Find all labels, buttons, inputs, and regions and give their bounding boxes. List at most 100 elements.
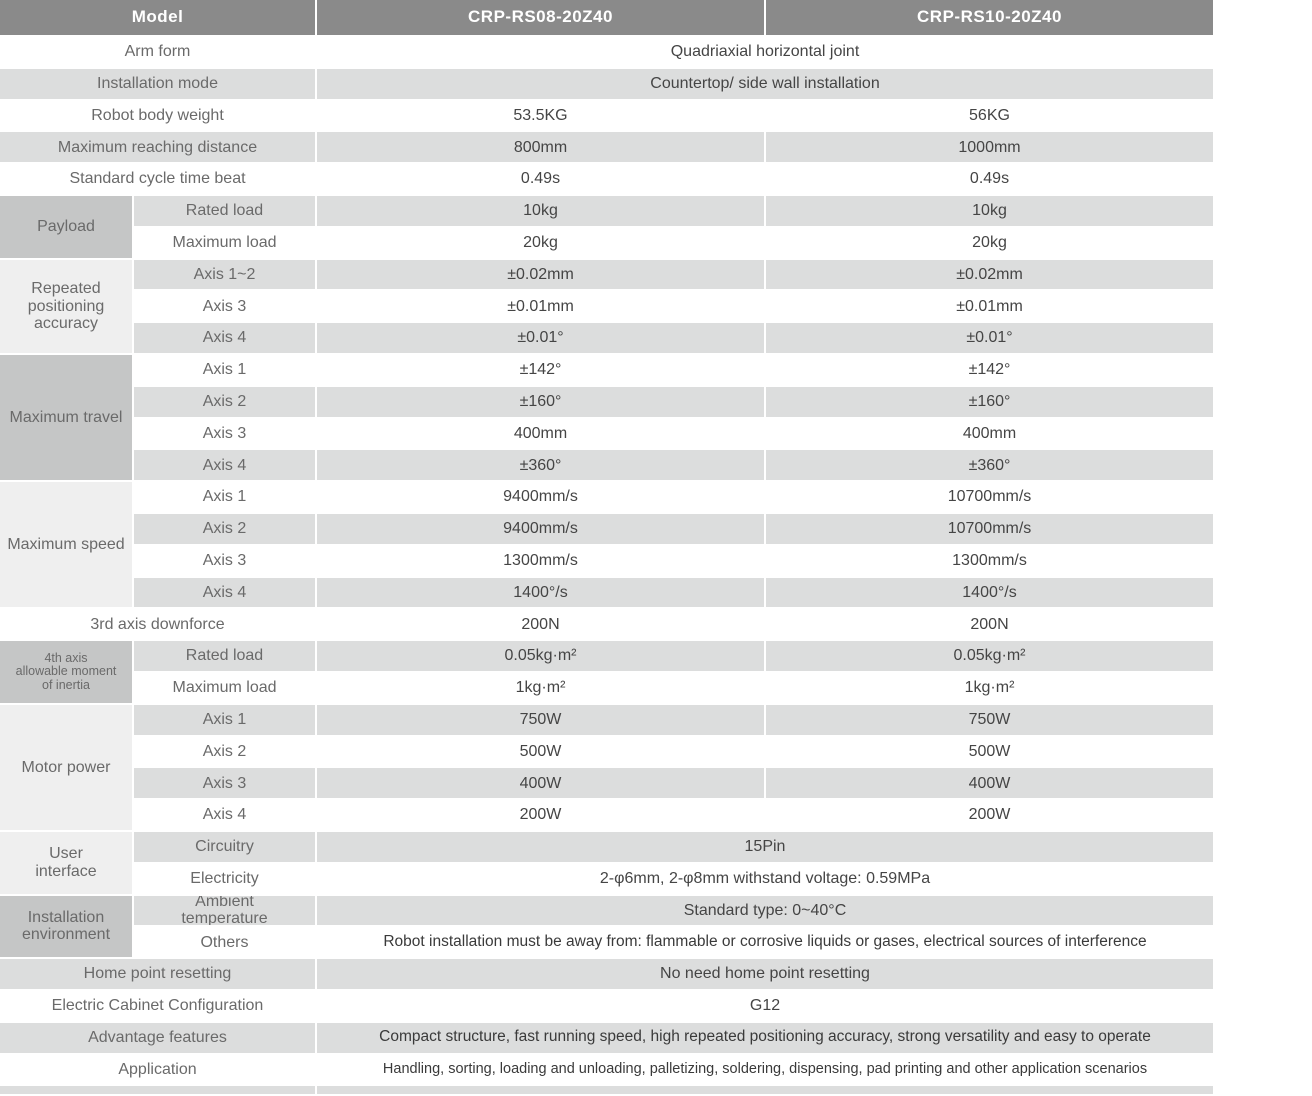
header-model-rs10: CRP-RS10-20Z40 bbox=[766, 0, 1213, 35]
sub-label-travel-axis-2: Axis 2 bbox=[134, 386, 315, 417]
value-speed-axis4-rs10: 1400°/s bbox=[766, 577, 1213, 608]
group-repeated-positioning-accuracy: Repeated positioning accuracy bbox=[0, 259, 132, 353]
sub-label-speed-axis-2: Axis 2 bbox=[134, 513, 315, 544]
value-speed-axis2-rs08: 9400mm/s bbox=[317, 513, 764, 544]
row-label-home-point-resetting: Home point resetting bbox=[0, 959, 315, 989]
value-speed-axis2-rs10: 10700mm/s bbox=[766, 513, 1213, 544]
value-installation-mode: Countertop/ side wall installation bbox=[317, 68, 1213, 99]
sub-label-payload-rated-load: Rated load bbox=[134, 195, 315, 226]
value-motor-axis2-rs08: 500W bbox=[317, 736, 764, 767]
sub-label-speed-axis-1: Axis 1 bbox=[134, 482, 315, 512]
sub-label-motor-axis-1: Axis 1 bbox=[134, 704, 315, 735]
value-motor-axis3-rs08: 400W bbox=[317, 768, 764, 799]
sub-label-travel-axis-4: Axis 4 bbox=[134, 450, 315, 481]
header-model: Model bbox=[0, 0, 315, 35]
row-label-application: Application bbox=[0, 1054, 315, 1085]
sub-label-payload-max-load: Maximum load bbox=[134, 227, 315, 258]
value-max-reach-rs10: 1000mm bbox=[766, 132, 1213, 163]
value-speed-axis3-rs08: 1300mm/s bbox=[317, 545, 764, 576]
value-downforce-rs08: 200N bbox=[317, 609, 764, 640]
robot-spec-table: Model CRP-RS08-20Z40 CRP-RS10-20Z40 Arm … bbox=[0, 0, 1213, 1095]
value-arm-form: Quadriaxial horizontal joint bbox=[317, 37, 1213, 67]
value-inertia-rated-rs08: 0.05kg·m² bbox=[317, 641, 764, 671]
value-motor-axis1-rs08: 750W bbox=[317, 704, 764, 735]
row-label-3rd-axis-downforce: 3rd axis downforce bbox=[0, 609, 315, 640]
sub-label-circuitry: Circuitry bbox=[134, 831, 315, 862]
value-travel-axis1-rs08: ±142° bbox=[317, 354, 764, 385]
sub-label-ambient-temperature: Ambient temperature bbox=[134, 895, 315, 926]
value-max-reach-rs08: 800mm bbox=[317, 132, 764, 163]
value-travel-axis2-rs08: ±160° bbox=[317, 386, 764, 417]
value-accuracy-axis3-rs08: ±0.01mm bbox=[317, 291, 764, 322]
value-speed-axis3-rs10: 1300mm/s bbox=[766, 545, 1213, 576]
group-maximum-speed: Maximum speed bbox=[0, 482, 132, 608]
row-label-max-reaching-distance: Maximum reaching distance bbox=[0, 132, 315, 163]
sub-label-accuracy-axis-4: Axis 4 bbox=[134, 323, 315, 353]
row-label-robot-body-weight: Robot body weight bbox=[0, 100, 315, 131]
value-robot-body-weight-rs08: 53.5KG bbox=[317, 100, 764, 131]
value-cycle-time-rs10: 0.49s bbox=[766, 164, 1213, 194]
value-accuracy-axis4-rs10: ±0.01° bbox=[766, 323, 1213, 353]
value-travel-axis2-rs10: ±160° bbox=[766, 386, 1213, 417]
value-electricity: 2-φ6mm, 2-φ8mm withstand voltage: 0.59MP… bbox=[317, 863, 1213, 894]
group-maximum-travel: Maximum travel bbox=[0, 354, 132, 481]
sub-label-travel-axis-3: Axis 3 bbox=[134, 418, 315, 449]
row-label-advantage-features: Advantage features bbox=[0, 1022, 315, 1053]
value-motor-axis4-rs08: 200W bbox=[317, 800, 764, 830]
value-accuracy-axis12-rs08: ±0.02mm bbox=[317, 259, 764, 290]
group-4th-axis-inertia: 4th axis allowable moment of inertia bbox=[0, 641, 132, 703]
group-motor-power: Motor power bbox=[0, 704, 132, 830]
value-payload-max-rs10: 20kg bbox=[766, 227, 1213, 258]
value-travel-axis4-rs08: ±360° bbox=[317, 450, 764, 481]
value-accuracy-axis3-rs10: ±0.01mm bbox=[766, 291, 1213, 322]
row-label-arm-form: Arm form bbox=[0, 37, 315, 67]
value-travel-axis1-rs10: ±142° bbox=[766, 354, 1213, 385]
sub-label-motor-axis-2: Axis 2 bbox=[134, 736, 315, 767]
value-home-point-resetting: No need home point resetting bbox=[317, 959, 1213, 989]
value-speed-axis4-rs08: 1400°/s bbox=[317, 577, 764, 608]
value-inertia-rated-rs10: 0.05kg·m² bbox=[766, 641, 1213, 671]
value-downforce-rs10: 200N bbox=[766, 609, 1213, 640]
value-others: Robot installation must be away from: fl… bbox=[317, 927, 1213, 958]
sub-label-inertia-rated-load: Rated load bbox=[134, 641, 315, 671]
value-payload-rated-rs10: 10kg bbox=[766, 195, 1213, 226]
row-label-electric-cabinet-configuration: Electric Cabinet Configuration bbox=[0, 990, 315, 1021]
clipped-row-value bbox=[317, 1086, 1213, 1095]
value-advantage-features: Compact structure, fast running speed, h… bbox=[317, 1022, 1213, 1053]
value-motor-axis3-rs10: 400W bbox=[766, 768, 1213, 799]
value-circuitry: 15Pin bbox=[317, 831, 1213, 862]
sub-label-speed-axis-4: Axis 4 bbox=[134, 577, 315, 608]
value-electric-cabinet-configuration: G12 bbox=[317, 990, 1213, 1021]
sub-label-electricity: Electricity bbox=[134, 863, 315, 894]
value-travel-axis4-rs10: ±360° bbox=[766, 450, 1213, 481]
row-label-cycle-time: Standard cycle time beat bbox=[0, 164, 315, 194]
value-motor-axis2-rs10: 500W bbox=[766, 736, 1213, 767]
group-user-interface: User interface bbox=[0, 831, 132, 894]
sub-label-motor-axis-3: Axis 3 bbox=[134, 768, 315, 799]
sub-label-accuracy-axis-1-2: Axis 1~2 bbox=[134, 259, 315, 290]
value-motor-axis4-rs10: 200W bbox=[766, 800, 1213, 830]
value-accuracy-axis12-rs10: ±0.02mm bbox=[766, 259, 1213, 290]
sub-label-others: Others bbox=[134, 927, 315, 958]
value-travel-axis3-rs10: 400mm bbox=[766, 418, 1213, 449]
sub-label-inertia-max-load: Maximum load bbox=[134, 672, 315, 703]
row-label-installation-mode: Installation mode bbox=[0, 68, 315, 99]
value-cycle-time-rs08: 0.49s bbox=[317, 164, 764, 194]
value-inertia-max-rs08: 1kg·m² bbox=[317, 672, 764, 703]
sub-label-motor-axis-4: Axis 4 bbox=[134, 800, 315, 830]
value-inertia-max-rs10: 1kg·m² bbox=[766, 672, 1213, 703]
value-motor-axis1-rs10: 750W bbox=[766, 704, 1213, 735]
group-installation-environment: Installation environment bbox=[0, 895, 132, 958]
sub-label-travel-axis-1: Axis 1 bbox=[134, 354, 315, 385]
clipped-row-label bbox=[0, 1086, 315, 1095]
value-speed-axis1-rs10: 10700mm/s bbox=[766, 482, 1213, 512]
value-payload-max-rs08: 20kg bbox=[317, 227, 764, 258]
value-ambient-temperature: Standard type: 0~40°C bbox=[317, 895, 1213, 926]
value-speed-axis1-rs08: 9400mm/s bbox=[317, 482, 764, 512]
value-payload-rated-rs08: 10kg bbox=[317, 195, 764, 226]
value-travel-axis3-rs08: 400mm bbox=[317, 418, 764, 449]
header-model-rs08: CRP-RS08-20Z40 bbox=[317, 0, 764, 35]
value-application: Handling, sorting, loading and unloading… bbox=[317, 1054, 1213, 1085]
sub-label-speed-axis-3: Axis 3 bbox=[134, 545, 315, 576]
group-payload: Payload bbox=[0, 195, 132, 258]
